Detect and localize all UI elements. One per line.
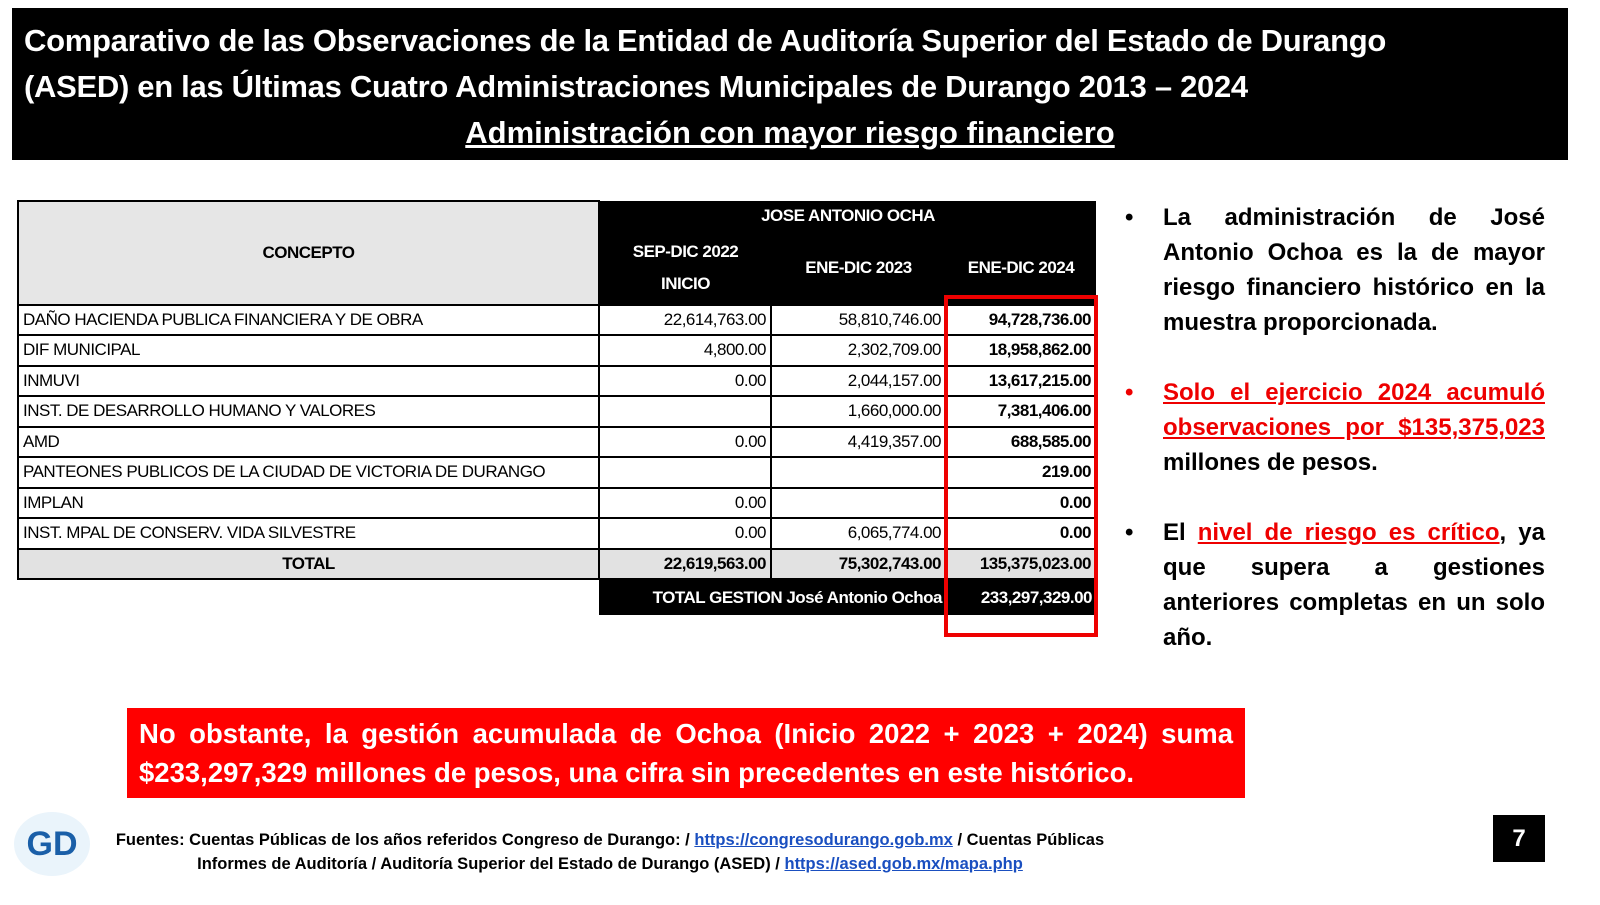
column-header-line: INICIO: [661, 273, 710, 293]
bullet-dot: •: [1125, 519, 1134, 546]
header-row: SEP-DIC 2022 INICIO ENE-DIC 2023 ENE-DIC 20…: [18, 231, 1096, 305]
callout: No obstante, la gestión acumulada de Och…: [127, 708, 1245, 798]
column-header-line: ENE-DIC 2024: [967, 257, 1075, 277]
column-header: SEP-DIC 2022 INICIO: [599, 231, 771, 305]
table-row: IMPLAN 0.00 0.00: [17, 486, 1097, 519]
amount-cell: [598, 395, 772, 428]
sources: Fuentes: Cuentas Públicas de los años re…: [100, 828, 1120, 876]
concept-cell: INST. DE DESARROLLO HUMANO Y VALORES: [17, 395, 600, 428]
table-row: DIF MUNICIPAL 4,800.00 2,302,709.00 18,958,…: [17, 334, 1097, 367]
amount-cell: 22,614,763.00: [598, 303, 772, 336]
column-header: ENE-DIC 2023: [771, 231, 946, 305]
amount-cell: 0.00: [598, 425, 772, 458]
total-row: TOTAL 22,619,563.00 75,302,743.00 135,375,0…: [17, 547, 1097, 580]
total-label: TOTAL: [17, 547, 600, 580]
column-header-line: ENE-DIC 2023: [805, 257, 912, 277]
table-row: INST. DE DESARROLLO HUMANO Y VALORES 1,66…: [17, 395, 1097, 428]
total-cell: 22,619,563.00: [598, 547, 772, 580]
amount-cell: 94,728,736.00: [945, 303, 1097, 336]
source-text: Informes de Auditoría / Auditoría Superi…: [197, 855, 785, 873]
source-link[interactable]: https://ased.gob.mx/mapa.php: [784, 855, 1023, 873]
amount-cell: 6,065,774.00: [770, 517, 947, 550]
grand-total-label: TOTAL GESTION José Antonio Ochoa: [599, 579, 946, 615]
amount-cell: 4,800.00: [598, 334, 772, 367]
column-header: ENE-DIC 2024: [946, 231, 1096, 305]
bullet-text: nivel de riesgo es crítico: [1197, 519, 1500, 546]
spacer: [18, 579, 599, 615]
amount-cell: 0.00: [945, 486, 1097, 519]
source-line: Informes de Auditoría / Auditoría Superi…: [100, 852, 1120, 876]
bullet-list: • La administración de José Antonio Ochoa…: [1125, 200, 1545, 690]
source-line: Fuentes: Cuentas Públicas de los años re…: [100, 828, 1120, 852]
concept-cell: IMPLAN: [17, 486, 600, 519]
bullet-text: millones de pesos.: [1163, 449, 1378, 476]
source-text: / Cuentas Públicas: [952, 831, 1105, 849]
group-header: JOSE ANTONIO OCHA: [599, 201, 1096, 232]
amount-cell: 7,381,406.00: [945, 395, 1097, 428]
logo: GD: [14, 812, 90, 876]
amount-cell: 0.00: [945, 517, 1097, 550]
title-line: (ASED) en las Últimas Cuatro Administrac…: [24, 69, 1248, 104]
bullet-text: , ya que supera a gestiones anteriores c…: [1163, 519, 1545, 651]
grand-total-row: TOTAL GESTION José Antonio Ochoa 233,297,…: [18, 579, 1096, 615]
amount-cell: [770, 486, 947, 519]
concept-cell: PANTEONES PUBLICOS DE LA CIUDAD DE VICTO…: [17, 456, 600, 489]
header-row: CONCEPTO JOSE ANTONIO OCHA: [17, 200, 1096, 306]
amount-cell: 2,302,709.00: [770, 334, 947, 367]
amount-cell: [598, 456, 772, 489]
concept-cell: INST. MPAL DE CONSERV. VIDA SILVESTRE: [17, 517, 600, 550]
bullet-text: La administración de José Antonio Ochoa …: [1163, 204, 1545, 336]
source-link[interactable]: https://congresodurango.gob.mx: [694, 831, 953, 849]
amount-cell: 18,958,862.00: [945, 334, 1097, 367]
source-text: Fuentes: Cuentas Públicas de los años re…: [115, 831, 695, 849]
grand-total-value: 233,297,329.00: [946, 579, 1096, 615]
bullet: • Solo el ejercicio 2024 acumuló observac…: [1125, 375, 1545, 480]
total-cell: 135,375,023.00: [945, 547, 1097, 580]
bullet-dot: •: [1125, 204, 1134, 231]
table-row: INMUVI 0.00 2,044,157.00 13,617,215.00: [17, 364, 1097, 397]
bullet-dot: •: [1125, 379, 1134, 406]
amount-cell: 0.00: [598, 517, 772, 550]
concept-cell: DIF MUNICIPAL: [17, 334, 600, 367]
amount-cell: 4,419,357.00: [770, 425, 947, 458]
amount-cell: 0.00: [598, 486, 772, 519]
bullet-text: Solo el ejercicio 2024 acumuló observaci…: [1163, 379, 1545, 441]
amount-cell: 1,660,000.00: [770, 395, 947, 428]
amount-cell: 13,617,215.00: [945, 364, 1097, 397]
bullet-text: El: [1163, 519, 1198, 546]
amount-cell: [770, 456, 947, 489]
column-header-line: SEP-DIC 2022: [632, 241, 739, 261]
concept-cell: INMUVI: [17, 364, 600, 397]
amount-cell: 58,810,746.00: [770, 303, 947, 336]
concept-cell: DAÑO HACIENDA PUBLICA FINANCIERA Y DE OB…: [17, 303, 600, 336]
page-number: 7: [1493, 815, 1545, 862]
data-table: CONCEPTO JOSE ANTONIO OCHA SEP-DIC 2022 INI…: [17, 200, 1097, 615]
concept-header: CONCEPTO: [17, 200, 600, 306]
subtitle: Administración con mayor riesgo financie…: [465, 115, 1115, 150]
table-row: AMD 0.00 4,419,357.00 688,585.00: [17, 425, 1097, 458]
amount-cell: 688,585.00: [945, 425, 1097, 458]
amount-cell: 2,044,157.00: [770, 364, 947, 397]
concept-cell: AMD: [17, 425, 600, 458]
total-cell: 75,302,743.00: [770, 547, 947, 580]
table-row: INST. MPAL DE CONSERV. VIDA SILVESTRE 0.0…: [17, 517, 1097, 550]
amount-cell: 0.00: [598, 364, 772, 397]
header: Comparativo de las Observaciones de la E…: [12, 8, 1568, 160]
bullet: • La administración de José Antonio Ochoa…: [1125, 200, 1545, 340]
table-row: PANTEONES PUBLICOS DE LA CIUDAD DE VICTO…: [17, 456, 1097, 489]
table-row: DAÑO HACIENDA PUBLICA FINANCIERA Y DE OB…: [17, 303, 1097, 336]
bullet: • El nivel de riesgo es crítico, ya que s…: [1125, 515, 1545, 655]
amount-cell: 219.00: [945, 456, 1097, 489]
title-line: Comparativo de las Observaciones de la E…: [24, 23, 1386, 58]
